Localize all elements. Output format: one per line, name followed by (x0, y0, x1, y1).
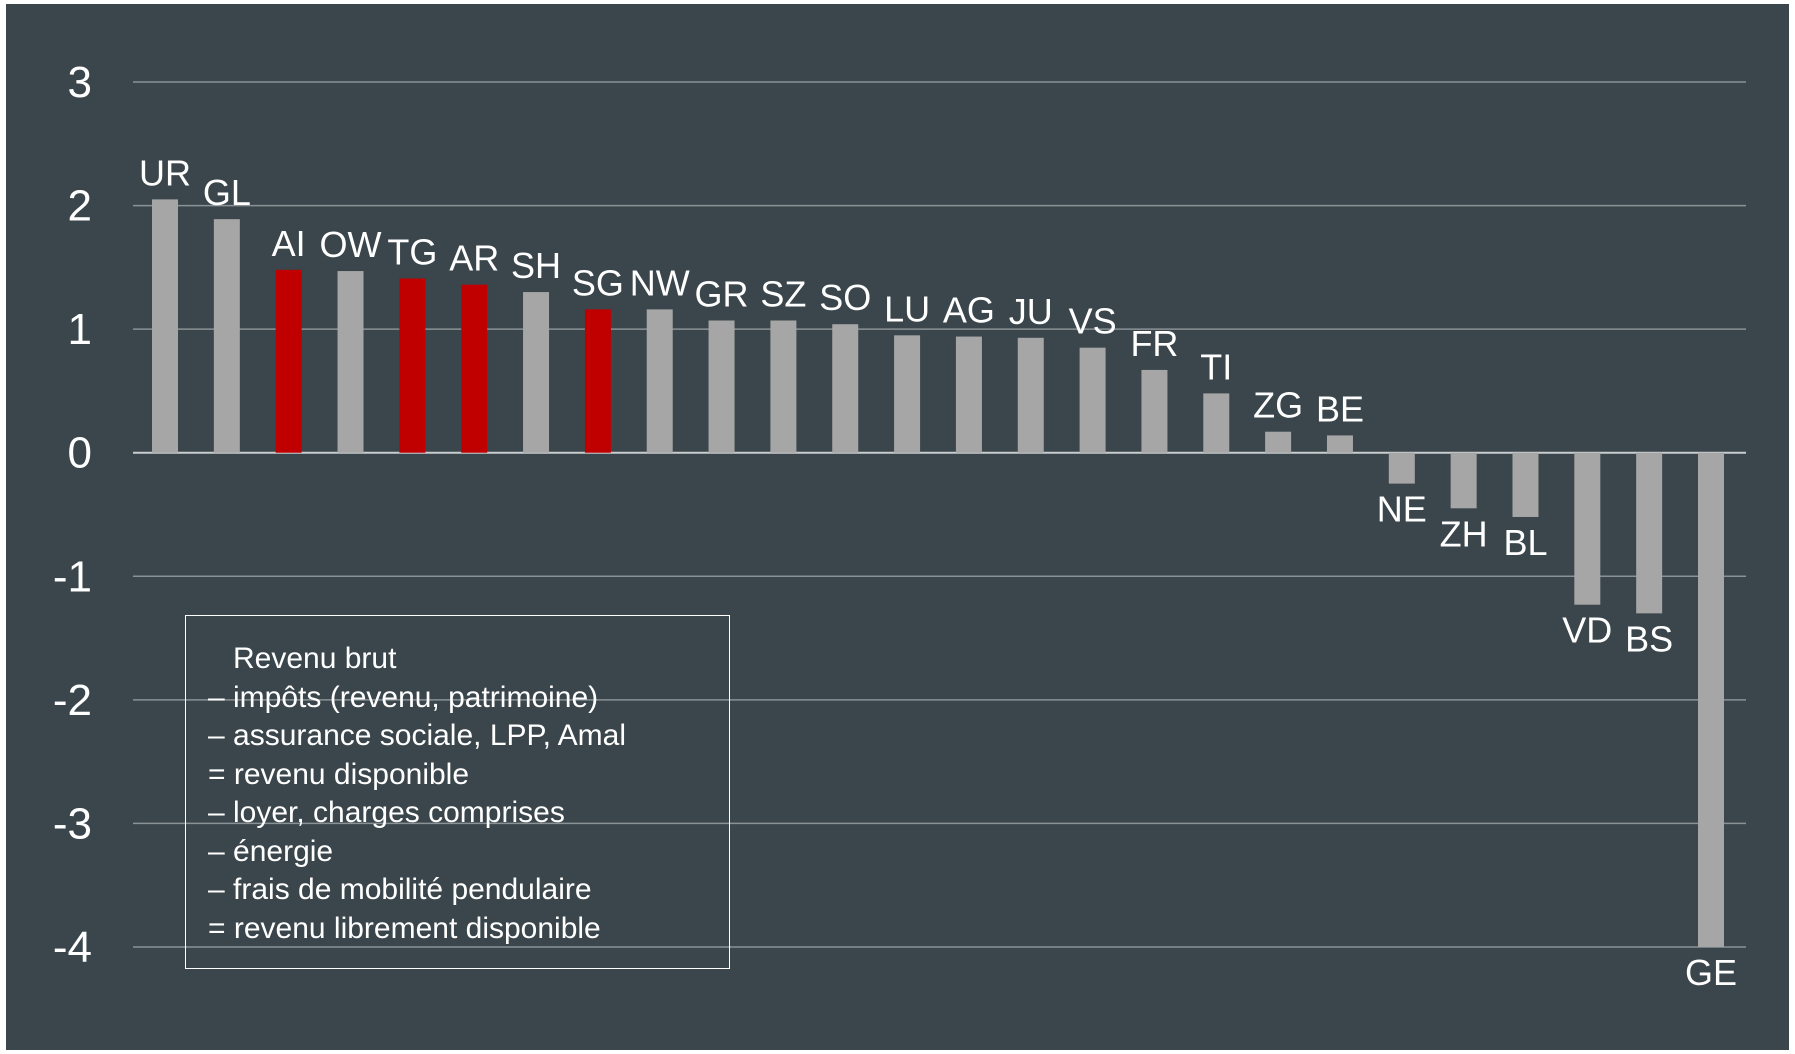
bar-be (1326, 435, 1353, 453)
bar-tg (399, 278, 426, 453)
bar-sg (584, 309, 611, 453)
y-tick-label: 1 (68, 305, 92, 354)
bar-vs (1079, 347, 1106, 453)
legend-line: – énergie (208, 834, 334, 868)
y-tick-label: 0 (68, 429, 92, 478)
y-tick-label: -1 (53, 552, 92, 601)
bar-lu (894, 335, 921, 453)
legend-line: = revenu librement disponible (208, 911, 601, 945)
bar-label-vs: VS (1069, 301, 1117, 342)
bar-sh (523, 292, 550, 453)
y-tick-label: 3 (68, 58, 92, 107)
bar-label-ow: OW (320, 224, 382, 265)
bar-label-be: BE (1316, 388, 1364, 429)
bar-label-vd: VD (1562, 610, 1612, 651)
bar-so (832, 324, 859, 453)
bar-ag (955, 336, 982, 453)
bar-ar (461, 284, 488, 453)
bar-label-ar: AR (449, 238, 499, 279)
bar-label-so: SO (819, 277, 871, 318)
bar-label-ne: NE (1377, 489, 1427, 530)
bar-label-fr: FR (1130, 323, 1178, 364)
bar-label-bs: BS (1625, 618, 1673, 659)
legend-line: – frais de mobilité pendulaire (208, 873, 592, 906)
y-tick-label: -4 (53, 923, 92, 972)
y-axis-ticks: 3 2 1 0 -1 -2 -3 -4 (53, 58, 92, 972)
bar-ur (152, 199, 178, 453)
bar-labels: UR GL AI OW TG AR SH SG NW GR SZ SO LU AG JU VS FR TI ZG BE… (139, 152, 1737, 993)
legend-line: – assurance sociale, LPP, Amal (208, 719, 627, 752)
bar-label-ur: UR (139, 152, 191, 193)
bar-ai (275, 269, 302, 453)
bar-bl (1512, 452, 1539, 517)
bar-label-ju: JU (1009, 291, 1053, 332)
bar-label-gr: GR (695, 273, 749, 314)
legend-box: Revenu brut – impôts (revenu, patrimoine… (185, 615, 730, 969)
bar-label-sz: SZ (760, 273, 806, 314)
bar-sz (770, 320, 797, 453)
bar-label-zg: ZG (1253, 385, 1303, 426)
bar-label-ag: AG (943, 290, 995, 331)
bar-label-ai: AI (272, 223, 306, 264)
bar-zh (1450, 452, 1477, 509)
bar-label-lu: LU (884, 288, 930, 329)
bar-ne (1388, 452, 1415, 484)
bars (152, 199, 1724, 947)
y-tick-label: 2 (68, 182, 92, 231)
bar-bs (1636, 452, 1663, 614)
bar-label-zh: ZH (1440, 513, 1488, 554)
bar-label-ti: TI (1200, 346, 1232, 387)
legend-line: = revenu disponible (208, 757, 470, 791)
bar-vd (1574, 452, 1601, 605)
bar-gl (213, 219, 240, 453)
bar-label-bl: BL (1503, 522, 1547, 563)
bar-gr (708, 320, 735, 453)
y-tick-label: -3 (53, 799, 92, 848)
bar-zg (1265, 431, 1292, 453)
bar-label-gl: GL (203, 172, 251, 213)
bar-label-tg: TG (387, 231, 437, 272)
bar-ju (1017, 337, 1044, 453)
bar-label-nw: NW (630, 262, 690, 303)
chart-background (6, 4, 1789, 1050)
legend-line: – impôts (revenu, patrimoine) (208, 680, 599, 714)
bar-nw (646, 309, 673, 453)
bar-ti (1203, 393, 1230, 453)
bar-ow (337, 271, 364, 453)
bar-ge (1698, 452, 1724, 947)
bar-fr (1141, 369, 1168, 453)
bar-label-sh: SH (511, 245, 561, 286)
legend-line: – loyer, charges comprises (208, 796, 565, 829)
bar-label-ge: GE (1685, 952, 1737, 993)
legend-line: Revenu brut (208, 642, 397, 675)
bar-label-sg: SG (572, 262, 624, 303)
y-tick-label: -2 (53, 676, 92, 725)
